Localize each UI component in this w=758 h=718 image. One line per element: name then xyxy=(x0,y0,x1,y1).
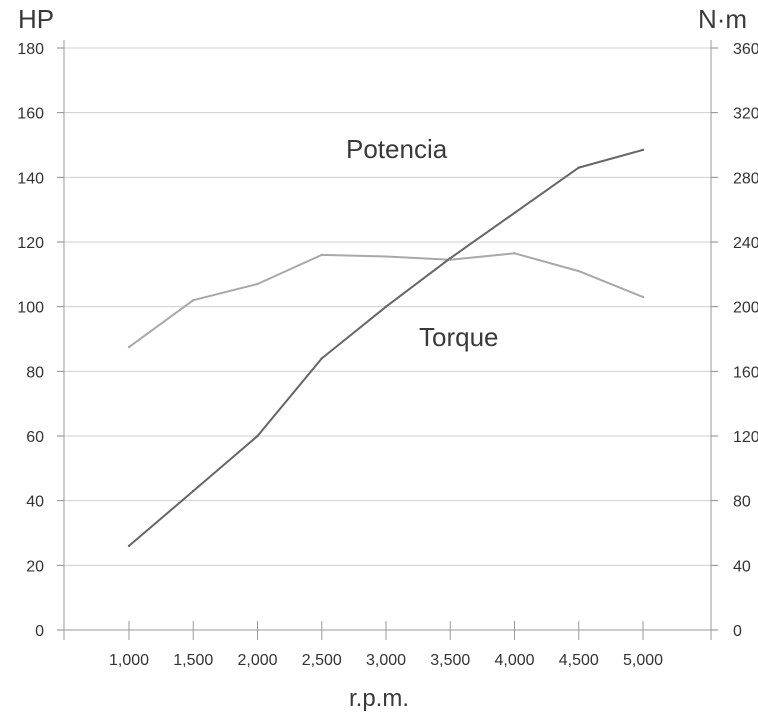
series-label-torque: Torque xyxy=(419,322,499,352)
x-tick-label: 1,000 xyxy=(109,652,149,669)
data-point-potencia xyxy=(513,211,516,215)
y-left-tick-label: 100 xyxy=(17,300,44,317)
data-point-torque xyxy=(384,255,388,258)
data-point-potencia xyxy=(577,166,580,169)
series-line-torque xyxy=(128,252,644,348)
y-right-tick-label: 160 xyxy=(733,364,758,381)
y-right-tick-label: 200 xyxy=(733,300,758,317)
y-right-tick-label: 40 xyxy=(733,558,751,575)
x-tick-label: 1,500 xyxy=(173,652,213,669)
y-right-tick-label: 80 xyxy=(733,494,751,511)
y-right-tick-label: 240 xyxy=(733,235,758,252)
tick-labels: 0 0 20 40 40 80 60 120 80 160 100 200 120 240 140 280 16… xyxy=(17,41,758,669)
data-point-torque xyxy=(513,252,516,255)
data-point-potencia xyxy=(641,148,645,152)
x-tick-label: 4,000 xyxy=(494,652,534,669)
y-left-tick-label: 180 xyxy=(17,41,44,58)
data-point-potencia xyxy=(320,357,323,360)
x-tick-label: 2,500 xyxy=(302,652,342,669)
data-point-torque xyxy=(127,345,131,349)
series-label-potencia: Potencia xyxy=(346,134,448,164)
left-axis-unit: HP xyxy=(18,4,55,34)
series-points xyxy=(127,148,645,548)
data-point-torque xyxy=(577,269,580,273)
data-point-potencia xyxy=(449,256,452,260)
y-right-tick-label: 0 xyxy=(733,623,742,640)
y-right-tick-label: 280 xyxy=(733,170,758,187)
data-point-torque xyxy=(256,282,259,286)
y-right-tick-label: 120 xyxy=(733,429,758,446)
x-tick-label: 5,000 xyxy=(623,652,663,669)
x-tick-label: 3,500 xyxy=(430,652,470,669)
data-point-potencia xyxy=(384,305,388,308)
axes xyxy=(57,40,718,640)
data-point-potencia xyxy=(192,489,195,493)
right-axis-unit: N·m xyxy=(698,4,748,34)
x-tick-label: 4,500 xyxy=(559,652,599,669)
data-point-potencia xyxy=(256,434,259,438)
y-left-tick-label: 0 xyxy=(35,623,44,640)
series-lines xyxy=(128,148,644,547)
y-left-tick-label: 80 xyxy=(26,364,44,381)
y-left-tick-label: 40 xyxy=(26,494,44,511)
data-point-potencia xyxy=(127,544,131,548)
y-left-tick-label: 160 xyxy=(17,106,44,123)
data-point-torque xyxy=(192,299,195,302)
y-left-tick-label: 60 xyxy=(26,429,44,446)
y-left-tick-label: 140 xyxy=(17,170,44,187)
y-left-tick-label: 120 xyxy=(17,235,44,252)
data-point-torque xyxy=(320,253,323,257)
x-axis-label: r.p.m. xyxy=(348,685,409,712)
data-point-torque xyxy=(641,295,645,299)
x-tick-label: 3,000 xyxy=(366,652,406,669)
x-tick-label: 2,000 xyxy=(237,652,277,669)
series-line-potencia xyxy=(128,148,644,547)
y-left-tick-label: 20 xyxy=(26,558,44,575)
y-right-tick-label: 320 xyxy=(733,106,758,123)
y-right-tick-label: 360 xyxy=(733,41,758,58)
